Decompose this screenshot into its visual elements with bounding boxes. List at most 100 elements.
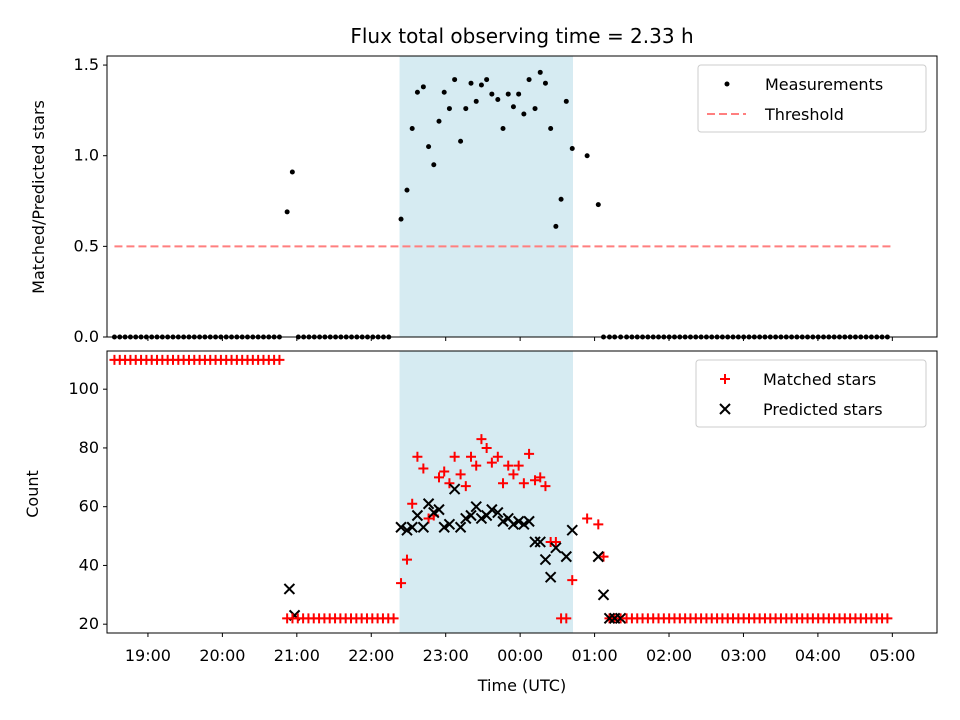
legend-predicted-stars-swatch xyxy=(719,403,731,415)
matched-stars-point xyxy=(439,466,450,477)
predicted-stars-point xyxy=(597,589,610,601)
measurements-point xyxy=(595,202,601,208)
y-axis-label-count: Count xyxy=(23,470,42,518)
measurements-point xyxy=(431,162,437,168)
count-panel: 20 40 60 80 100 19:00 20:00 21:00 22:00 23:00 00:0… xyxy=(68,350,938,665)
x-tick-label: 20:00 xyxy=(199,646,245,665)
predicted-stars-point xyxy=(523,515,535,528)
predicted-stars-point xyxy=(448,483,461,495)
measurements-point xyxy=(446,106,452,112)
measurements-point xyxy=(563,98,569,104)
x-tick-label: 22:00 xyxy=(348,646,394,665)
y-tick-label: 100 xyxy=(68,379,99,398)
y-tick-label: 1.0 xyxy=(74,146,99,165)
predicted-stars-point xyxy=(422,498,435,510)
matched-stars-point xyxy=(593,519,604,530)
matched-stars-point xyxy=(524,448,535,459)
predicted-stars-point xyxy=(507,518,520,531)
matched-stars-point xyxy=(444,478,455,489)
y-tick-label: 0.0 xyxy=(74,327,99,346)
predicted-stars-point xyxy=(534,536,546,548)
legend-matched-stars-swatch xyxy=(720,374,730,384)
measurements-point xyxy=(516,91,522,97)
x-tick-label: 04:00 xyxy=(795,646,841,665)
matched-stars-point xyxy=(561,613,572,624)
predicted-stars-point xyxy=(560,550,572,563)
measurements-point xyxy=(505,91,511,97)
predicted-stars-point xyxy=(544,571,557,583)
measurements-point xyxy=(521,111,527,117)
x-axis-label: Time (UTC) xyxy=(477,676,566,695)
measurements-point xyxy=(542,80,548,86)
axes-frame xyxy=(106,350,938,634)
y-tick-label: 20 xyxy=(79,614,99,633)
predicted-stars-point xyxy=(539,553,552,566)
x-tick-label: 23:00 xyxy=(423,646,469,665)
legend-entry-label: Threshold xyxy=(764,105,844,124)
predicted-stars-point xyxy=(518,518,530,531)
matched-stars-point xyxy=(492,451,503,462)
measurements-point xyxy=(289,169,295,175)
predicted-stars-point xyxy=(470,500,482,513)
x-tick-label: 03:00 xyxy=(720,646,766,665)
x-tick-label: 00:00 xyxy=(497,646,543,665)
measurements-point xyxy=(436,118,442,124)
matched-stars-point xyxy=(418,463,429,474)
legend-entry-label: Measurements xyxy=(765,75,883,94)
y-tick-label: 80 xyxy=(79,438,99,457)
predicted-stars-point xyxy=(566,524,578,536)
predicted-stars-point xyxy=(497,515,509,528)
matched-stars-point xyxy=(274,354,285,365)
measurements-point xyxy=(558,196,564,202)
measurements-point xyxy=(532,106,538,112)
measurements-point xyxy=(463,106,469,112)
matched-stars-point xyxy=(486,457,497,468)
matched-stars-point xyxy=(508,469,519,480)
measurements-point xyxy=(404,187,410,193)
measurements-point xyxy=(569,145,575,151)
measurements-point xyxy=(584,153,590,159)
predicted-stars-point xyxy=(283,583,296,595)
axes-frame xyxy=(106,55,938,338)
matched-stars-point xyxy=(412,451,423,462)
predicted-stars-point xyxy=(465,509,477,522)
predicted-stars-point xyxy=(475,512,488,525)
predicted-stars-point xyxy=(460,512,472,525)
predicted-stars-point xyxy=(406,521,418,533)
predicted-stars-point xyxy=(492,506,504,519)
matched-stars-point xyxy=(455,469,466,480)
measurements-point xyxy=(284,209,290,215)
predicted-stars-point xyxy=(433,503,445,516)
predicted-stars-point xyxy=(529,536,541,548)
matched-stars-point xyxy=(434,472,444,483)
matched-stars-point xyxy=(423,513,434,524)
predicted-stars-point xyxy=(411,509,424,522)
measurements-point xyxy=(500,126,506,132)
legend-box xyxy=(697,64,927,133)
matched-stars-point xyxy=(567,575,578,586)
chart-title: Flux total observing time = 2.33 h xyxy=(350,24,693,48)
measurements-point xyxy=(452,77,458,83)
matched-stars-point xyxy=(481,442,492,453)
matched-stars-point xyxy=(503,460,514,471)
matched-stars-point xyxy=(598,551,609,562)
matched-stars-point xyxy=(407,498,418,509)
y-tick-label: 40 xyxy=(79,555,99,574)
predicted-stars-point xyxy=(438,521,450,533)
x-tick-label: 01:00 xyxy=(572,646,618,665)
measurements-point xyxy=(489,91,495,97)
predicted-stars-point xyxy=(512,515,525,528)
x-tick-label: 05:00 xyxy=(869,646,915,665)
y-tick-label: 60 xyxy=(79,497,99,516)
legend-box xyxy=(695,359,927,428)
measurements-point xyxy=(398,216,404,222)
matched-stars-point xyxy=(476,434,487,445)
predicted-stars-point xyxy=(550,542,562,554)
y-tick-label: 1.5 xyxy=(74,55,99,74)
ratio-panel: 0.0 0.5 1.0 1.5 Measurements Threshold xyxy=(74,55,938,346)
measurements-point xyxy=(441,89,447,95)
matched-stars-point xyxy=(466,451,477,462)
observing-window-span xyxy=(399,351,573,633)
matched-stars-point xyxy=(449,451,460,462)
